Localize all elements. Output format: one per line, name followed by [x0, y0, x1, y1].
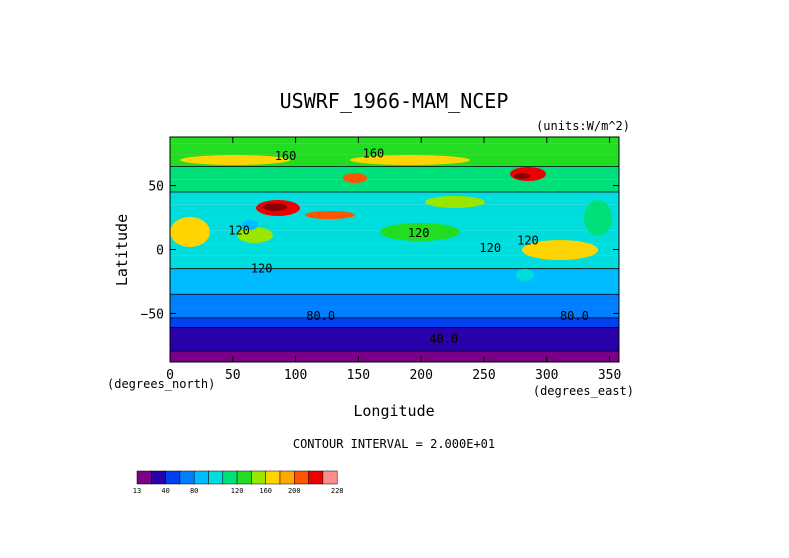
x-tick-label: 250	[472, 368, 495, 383]
x-tick-label: 200	[409, 368, 432, 383]
contour-label: 120	[408, 226, 430, 240]
field-band	[170, 307, 619, 318]
colorbar-tick-label: 200	[288, 487, 301, 495]
colorbar-swatch	[151, 470, 166, 485]
y-unit-label: (degrees_north)	[107, 377, 215, 391]
field-patch	[380, 223, 460, 241]
field-patch	[516, 269, 534, 281]
colorbar-tick-label: 13	[133, 487, 141, 495]
contour-label: 120	[479, 241, 501, 255]
field-band	[170, 143, 619, 155]
contour-label: 120	[228, 223, 250, 237]
field-patch	[350, 155, 470, 165]
colorbar-swatch	[251, 470, 266, 485]
field-band	[170, 351, 619, 362]
field-patch	[180, 155, 290, 165]
colorbar-swatch	[322, 470, 338, 485]
colorbar-tick-label: 40	[161, 487, 169, 495]
colorbar-swatch	[294, 470, 309, 485]
y-tick-label: −50	[141, 307, 164, 322]
field-band	[170, 338, 619, 352]
field-band	[170, 217, 619, 231]
field-band	[170, 317, 619, 328]
contour-labels: 160 160 120 120 120 120 120 80.0 80.0 40.0	[228, 147, 589, 346]
x-tick-label: 0	[166, 368, 174, 383]
contour-label: 80.0	[560, 309, 589, 323]
field-patch	[263, 203, 287, 211]
units-label: (units:W/m^2)	[536, 119, 630, 133]
field-patch	[170, 217, 210, 247]
contour-interval-label: CONTOUR INTERVAL = 2.000E+01	[293, 437, 495, 451]
y-tick-label: 0	[156, 244, 164, 259]
x-tick-label: 350	[598, 368, 621, 383]
colorbar-tick-label: 160	[259, 487, 272, 495]
field-patch	[514, 173, 530, 179]
colorbar-tick-label: 228	[331, 487, 344, 495]
field-patch	[425, 196, 485, 208]
field-band	[170, 204, 619, 218]
field-patch	[305, 211, 355, 219]
field-band	[170, 255, 619, 269]
colorbar-swatch	[308, 470, 324, 485]
x-tick-label: 100	[284, 368, 307, 383]
colorbar-swatch	[165, 470, 181, 485]
colorbar-tick-label: 80	[190, 487, 198, 495]
contour-label: 160	[363, 147, 385, 161]
field-band	[170, 191, 619, 205]
x-tick-label: 50	[225, 368, 241, 383]
y-tick-label: 50	[148, 180, 164, 195]
y-axis: 50 0 −50	[141, 180, 619, 322]
field-patch	[510, 167, 546, 181]
colorbar-swatch	[179, 470, 195, 485]
field-patch	[584, 200, 612, 236]
contour-label: 40.0	[429, 332, 458, 346]
x-tick-label: 150	[347, 368, 370, 383]
field-band	[170, 327, 619, 339]
x-tick-label: 300	[535, 368, 558, 383]
field-patch	[343, 173, 367, 183]
colorbar-swatch	[193, 470, 209, 485]
field-band	[170, 166, 619, 180]
colorbar-swatch	[136, 470, 152, 485]
colorbar-tick-label: 120	[231, 487, 244, 495]
plot-area: 160 160 120 120 120 120 120 80.0 80.0 40.0	[169, 136, 620, 363]
y-axis-label: Latitude	[113, 214, 131, 286]
chart-title: USWRF_1966-MAM_NCEP	[280, 89, 509, 113]
x-axis: 0 50 100 150 200 250 300 350	[166, 137, 621, 383]
field-patch	[242, 220, 258, 230]
field-band	[170, 281, 619, 295]
field-band	[170, 294, 619, 308]
field-band	[170, 137, 619, 144]
field-band	[170, 268, 619, 282]
field-patch	[237, 227, 273, 243]
field-bands	[170, 137, 619, 362]
field-blobs	[170, 155, 612, 281]
contour-label: 160	[275, 149, 297, 163]
field-patch	[522, 240, 598, 260]
colorbar-swatch	[222, 470, 238, 485]
field-band	[170, 243, 619, 256]
field-band	[170, 179, 619, 192]
x-axis-label: Longitude	[353, 402, 434, 420]
colorbar-swatch	[265, 470, 281, 485]
colorbar-swatch	[279, 470, 295, 485]
contour-label: 80.0	[306, 309, 335, 323]
colorbar-swatch	[236, 470, 252, 485]
x-unit-label: (degrees_east)	[533, 384, 634, 398]
colorbar-swatch	[208, 470, 224, 485]
contour-label: 120	[251, 262, 273, 276]
colorbar: 13 40 80 120 160 200 228	[133, 470, 344, 495]
contour-label: 120	[517, 234, 539, 248]
